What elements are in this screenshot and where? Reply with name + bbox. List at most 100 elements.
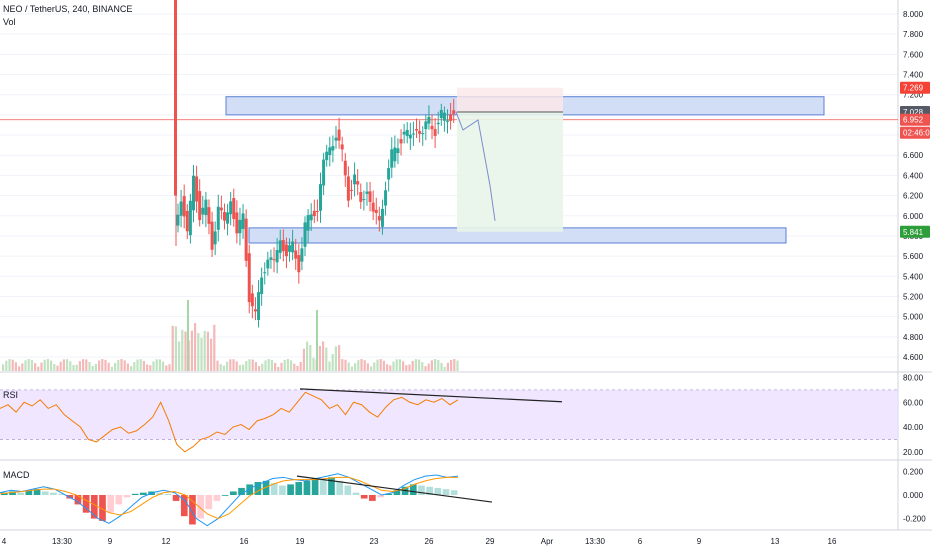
candle xyxy=(312,210,316,217)
volume-bar xyxy=(389,365,392,371)
macd-histogram-bar xyxy=(377,495,384,498)
volume-bar xyxy=(264,360,267,371)
candle xyxy=(390,149,394,168)
volume-bar xyxy=(206,331,209,371)
candle xyxy=(359,192,363,202)
macd-histogram-bar xyxy=(82,495,90,513)
candle xyxy=(191,175,195,211)
price-tick-label: 5.600 xyxy=(903,252,924,261)
price-tick-label: 6.200 xyxy=(903,192,924,201)
candle xyxy=(337,129,341,141)
price-tick-label: 4.800 xyxy=(903,333,924,342)
volume-bar xyxy=(363,360,366,371)
time-tick-label: 9 xyxy=(108,537,113,546)
candle xyxy=(368,191,372,202)
macd-histogram-bar xyxy=(99,495,106,521)
time-tick-label: 16 xyxy=(828,537,837,546)
price-tick-label: 6.400 xyxy=(903,171,924,180)
volume-label: Vol xyxy=(3,17,16,27)
macd-histogram-bar xyxy=(9,491,16,495)
candle xyxy=(247,253,251,303)
price-tick-label: 6.000 xyxy=(903,212,924,221)
candle xyxy=(384,190,388,206)
volume-bar xyxy=(290,360,293,371)
volume-bar xyxy=(78,361,81,371)
volume-bar xyxy=(322,341,325,371)
spike-candle xyxy=(174,0,177,196)
volume-bar xyxy=(392,361,395,371)
macd-histogram-bar xyxy=(115,495,123,505)
volume-bar xyxy=(126,363,129,371)
price-zones xyxy=(0,96,898,244)
volume-bar xyxy=(216,360,219,371)
candle xyxy=(195,176,199,202)
volume-bar xyxy=(302,348,305,371)
volume-bar xyxy=(395,359,398,371)
volume-bar xyxy=(194,323,197,371)
volume-bar xyxy=(280,362,283,371)
time-tick-label: 12 xyxy=(162,537,171,546)
volume-bar xyxy=(21,363,24,371)
volume-bar xyxy=(306,341,309,371)
candle xyxy=(399,139,403,144)
volume-bar xyxy=(117,359,120,371)
price-tick-label: 7.400 xyxy=(903,71,924,80)
entry-price-badge: 7.028 xyxy=(903,108,924,117)
candle xyxy=(349,189,353,191)
volume-bar xyxy=(101,359,104,371)
candle xyxy=(226,212,230,224)
macd-line xyxy=(0,473,459,527)
candle xyxy=(319,184,322,211)
rsi-tick-label: 60.00 xyxy=(903,398,924,407)
volume-bar xyxy=(293,363,296,371)
volume-bar xyxy=(309,345,312,371)
volume-bar xyxy=(11,359,14,371)
candle xyxy=(433,129,437,136)
candle xyxy=(346,176,350,201)
macd-histogram-bar xyxy=(189,495,196,525)
time-tick-label: 19 xyxy=(296,537,305,546)
candle xyxy=(257,292,261,320)
volume-bar xyxy=(210,338,213,371)
candle xyxy=(340,144,344,150)
candle xyxy=(408,134,412,139)
volume-bar xyxy=(162,361,165,371)
candle xyxy=(253,309,257,312)
symbol-title: NEO / TetherUS, 240, BINANCE xyxy=(3,4,133,14)
volume-bar xyxy=(184,331,187,371)
volume-bar xyxy=(5,360,8,371)
candle xyxy=(415,129,419,131)
stop-price-badge-bg xyxy=(900,81,930,94)
price-tick-label: 7.200 xyxy=(903,91,924,100)
volume-bar xyxy=(139,359,142,371)
volume-bar xyxy=(107,362,110,371)
volume-bar xyxy=(434,359,437,371)
macd-histogram-bar xyxy=(58,493,65,495)
volume-bar xyxy=(91,365,94,371)
candle xyxy=(269,257,273,260)
volume-bar xyxy=(242,364,245,371)
volume-bar xyxy=(267,359,270,371)
candle xyxy=(250,293,254,307)
volume-bar xyxy=(370,366,373,371)
candle xyxy=(374,209,378,213)
candle xyxy=(380,208,384,227)
signal-line xyxy=(0,476,458,520)
macd-histogram-bar xyxy=(287,484,294,495)
macd-histogram-bar xyxy=(107,495,114,513)
macd-histogram-bar xyxy=(205,495,213,510)
macd-histogram-bar xyxy=(180,495,188,517)
macd-histogram-bar xyxy=(270,483,278,495)
price-tick-label: 6.600 xyxy=(903,151,924,160)
volume-bar xyxy=(165,365,168,371)
macd-label: MACD xyxy=(3,470,30,480)
position-tool[interactable] xyxy=(457,87,563,232)
candle xyxy=(300,248,304,262)
volume-bar xyxy=(446,362,449,371)
macd-histogram-bar xyxy=(172,495,180,501)
drawings[interactable] xyxy=(455,111,496,221)
candle xyxy=(396,148,400,154)
candle xyxy=(371,202,375,212)
price-tick-label: 7.600 xyxy=(903,50,924,59)
